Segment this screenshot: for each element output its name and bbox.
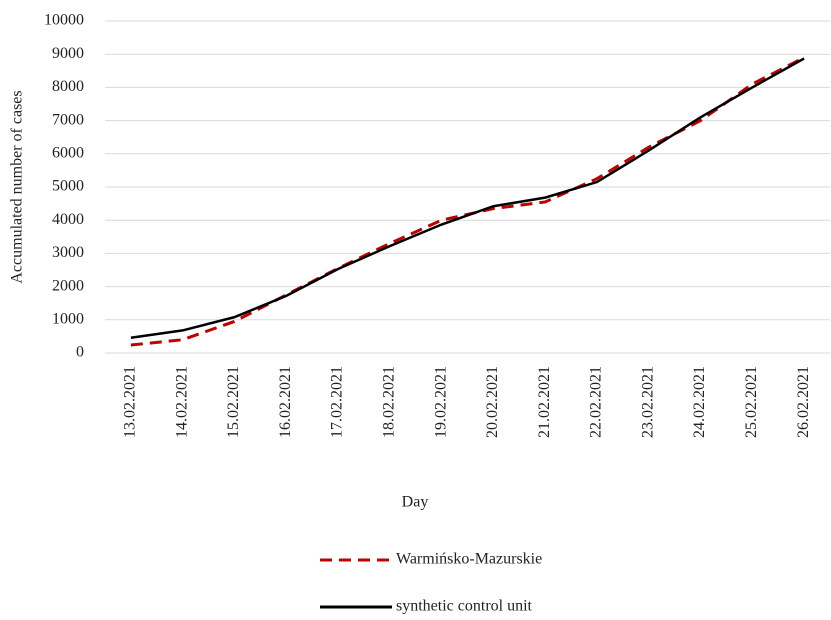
y-tick-label: 5000 <box>52 178 84 195</box>
x-tick-label: 14.02.2021 <box>173 366 190 438</box>
x-tick-label: 25.02.2021 <box>743 366 760 438</box>
y-tick-label: 2000 <box>52 277 84 294</box>
x-tick-label: 24.02.2021 <box>691 366 708 438</box>
x-tick-label: 21.02.2021 <box>536 366 553 438</box>
y-tick-label: 0 <box>76 344 84 361</box>
legend-label: synthetic control unit <box>396 598 533 615</box>
x-tick-label: 22.02.2021 <box>588 366 605 438</box>
x-tick-label: 20.02.2021 <box>484 366 501 438</box>
x-tick-label: 19.02.2021 <box>432 366 449 438</box>
series-line <box>130 57 805 339</box>
y-tick-label: 4000 <box>52 211 84 228</box>
y-tick-label: 7000 <box>52 111 84 128</box>
y-tick-label: 3000 <box>52 244 84 261</box>
y-tick-label: 6000 <box>52 144 84 161</box>
x-tick-label: 26.02.2021 <box>795 366 812 438</box>
x-tick-label: 17.02.2021 <box>329 366 346 438</box>
y-tick-label: 10000 <box>44 12 84 29</box>
x-axis-label: Day <box>402 494 429 511</box>
y-tick-label: 1000 <box>52 310 84 327</box>
series-line <box>130 56 805 347</box>
y-tick-label: 9000 <box>52 45 84 62</box>
x-tick-label: 13.02.2021 <box>122 366 139 438</box>
legend-label: Warmińsko-Mazurskie <box>396 551 542 568</box>
x-tick-label: 18.02.2021 <box>380 366 397 438</box>
x-tick-label: 15.02.2021 <box>225 366 242 438</box>
y-axis-label: Accumulated number of cases <box>9 90 26 283</box>
y-tick-label: 8000 <box>52 78 84 95</box>
x-tick-label: 23.02.2021 <box>639 366 656 438</box>
x-tick-label: 16.02.2021 <box>277 366 294 438</box>
